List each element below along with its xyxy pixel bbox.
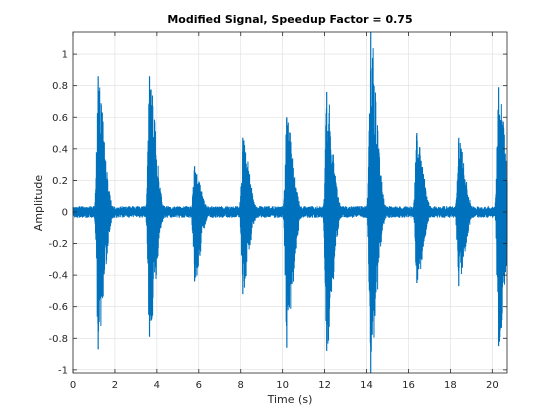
x-tick-label: 14 bbox=[360, 380, 373, 391]
chart-title: Modified Signal, Speedup Factor = 0.75 bbox=[167, 13, 412, 26]
x-axis-label: Time (s) bbox=[267, 393, 313, 406]
x-tick-label: 12 bbox=[318, 380, 331, 391]
x-tick-label: 4 bbox=[154, 380, 160, 391]
x-tick-label: 2 bbox=[112, 380, 118, 391]
x-tick-label: 20 bbox=[486, 380, 499, 391]
y-tick-label: 1 bbox=[62, 50, 68, 61]
y-tick-label: 0.2 bbox=[52, 176, 68, 187]
x-tick-label: 16 bbox=[402, 380, 415, 391]
plot-area: 0 2 4 6 8 10 12 14 16 18 20 -1 -0.8 -0.6 -0.4 -0.2 0 0.2 0… bbox=[48, 31, 508, 391]
y-axis-label: Amplitude bbox=[32, 175, 45, 232]
y-tick-label: 0.6 bbox=[52, 113, 68, 124]
ticks: 0 2 4 6 8 10 12 14 16 18 20 -1 -0.8 -0.6 -0.4 -0.2 0 0.2 0… bbox=[48, 32, 507, 391]
x-tick-label: 18 bbox=[444, 380, 457, 391]
y-tick-label: -1 bbox=[58, 365, 68, 376]
x-tick-label: 10 bbox=[276, 380, 289, 391]
y-tick-label: 0 bbox=[62, 207, 68, 218]
y-tick-label: 0.8 bbox=[52, 81, 68, 92]
y-tick-label: -0.6 bbox=[48, 302, 68, 313]
x-tick-label: 8 bbox=[238, 380, 244, 391]
y-tick-label: -0.4 bbox=[48, 271, 68, 282]
signal-series bbox=[72, 48, 508, 352]
y-tick-label: 0.4 bbox=[52, 144, 68, 155]
axes-box bbox=[72, 31, 508, 374]
y-tick-label: -0.8 bbox=[48, 334, 68, 345]
y-tick-label: -0.2 bbox=[48, 239, 68, 250]
x-tick-label: 0 bbox=[70, 380, 76, 391]
x-tick-label: 6 bbox=[196, 380, 202, 391]
